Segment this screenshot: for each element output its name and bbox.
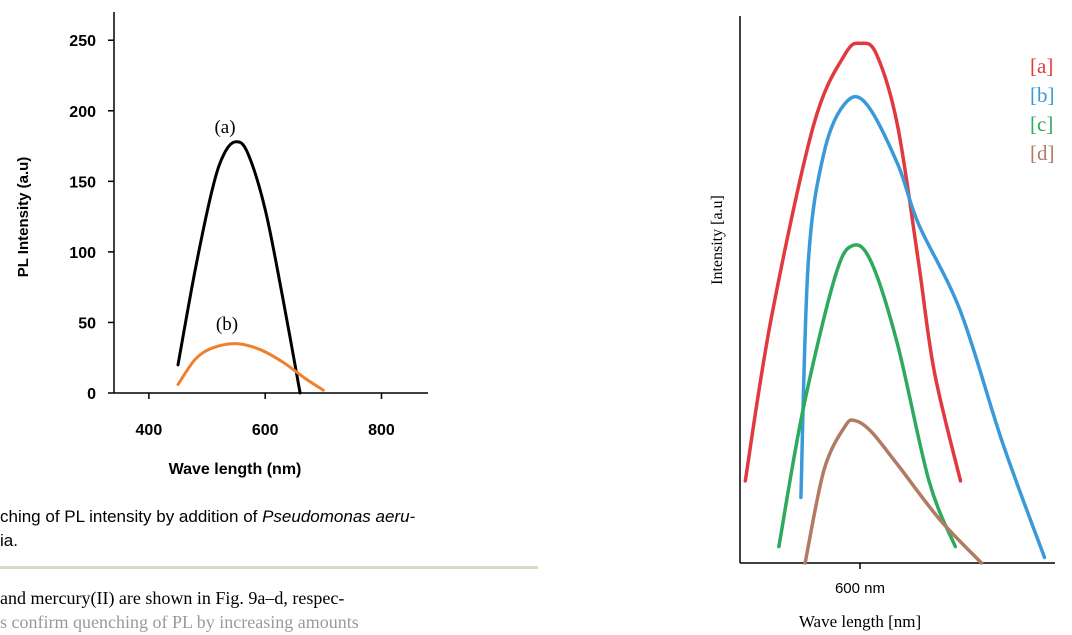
right-series-d-line [803, 418, 984, 565]
left-series-b-line [176, 342, 325, 392]
body-line-1: and mercury(II) are shown in Fig. 9a–d, … [0, 588, 345, 608]
right-series-b-line [799, 94, 1047, 560]
body-line-2: s confirm quenching of PL by increasing … [0, 612, 359, 632]
left-y-tick-label: 50 [78, 315, 96, 332]
right-legend: [a] [b] [c] [d] [1030, 54, 1055, 165]
right-x-tick-label: 600 nm [835, 580, 885, 597]
right-series-a-line [743, 41, 963, 483]
left-y-tick-label: 150 [69, 174, 96, 191]
legend-item-d: [d] [1030, 141, 1055, 165]
caption-line-2: ia. [0, 531, 18, 550]
left-y-axis-label: PL Intensity (a.u) [15, 157, 32, 278]
right-series-c-line [777, 243, 958, 549]
left-y-tick-label: 250 [69, 33, 96, 50]
figure-caption: ching of PL intensity by addition of Pse… [0, 505, 530, 553]
legend-item-a: [a] [1030, 54, 1053, 78]
left-x-tick-label: 400 [136, 422, 163, 439]
legend-item-c: [c] [1030, 112, 1053, 136]
left-y-tick-label: 100 [69, 245, 96, 262]
caption-text: ching of PL intensity by addition of [0, 507, 263, 526]
caption-species: Pseudomonas aeru- [262, 507, 416, 526]
caption-separator [0, 566, 538, 569]
left-y-tick-label: 200 [69, 104, 96, 121]
left-series-a-line [176, 140, 302, 395]
left-chart: 0 50 100 150 200 250 400 600 800 (a) (b) Wave l… [15, 12, 428, 478]
right-y-axis-label: Intensity [a.u] [709, 195, 726, 285]
right-chart: 600 nm Wave length [nm] Intensity [a.u] … [709, 16, 1055, 631]
right-x-axis-label: Wave length [nm] [799, 612, 921, 631]
legend-item-b: [b] [1030, 83, 1055, 107]
curve-label-a: (a) [214, 117, 235, 138]
curve-label-b: (b) [216, 314, 238, 335]
body-text: and mercury(II) are shown in Fig. 9a–d, … [0, 586, 560, 634]
left-x-axis-label: Wave length (nm) [169, 461, 302, 478]
left-x-tick-label: 600 [252, 422, 279, 439]
left-y-tick-label: 0 [87, 386, 96, 403]
left-x-tick-label: 800 [368, 422, 395, 439]
